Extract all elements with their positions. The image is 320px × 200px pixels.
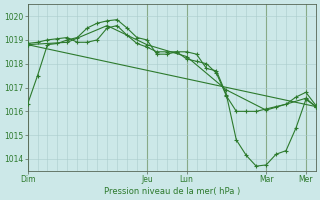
X-axis label: Pression niveau de la mer( hPa ): Pression niveau de la mer( hPa ) [104, 187, 240, 196]
